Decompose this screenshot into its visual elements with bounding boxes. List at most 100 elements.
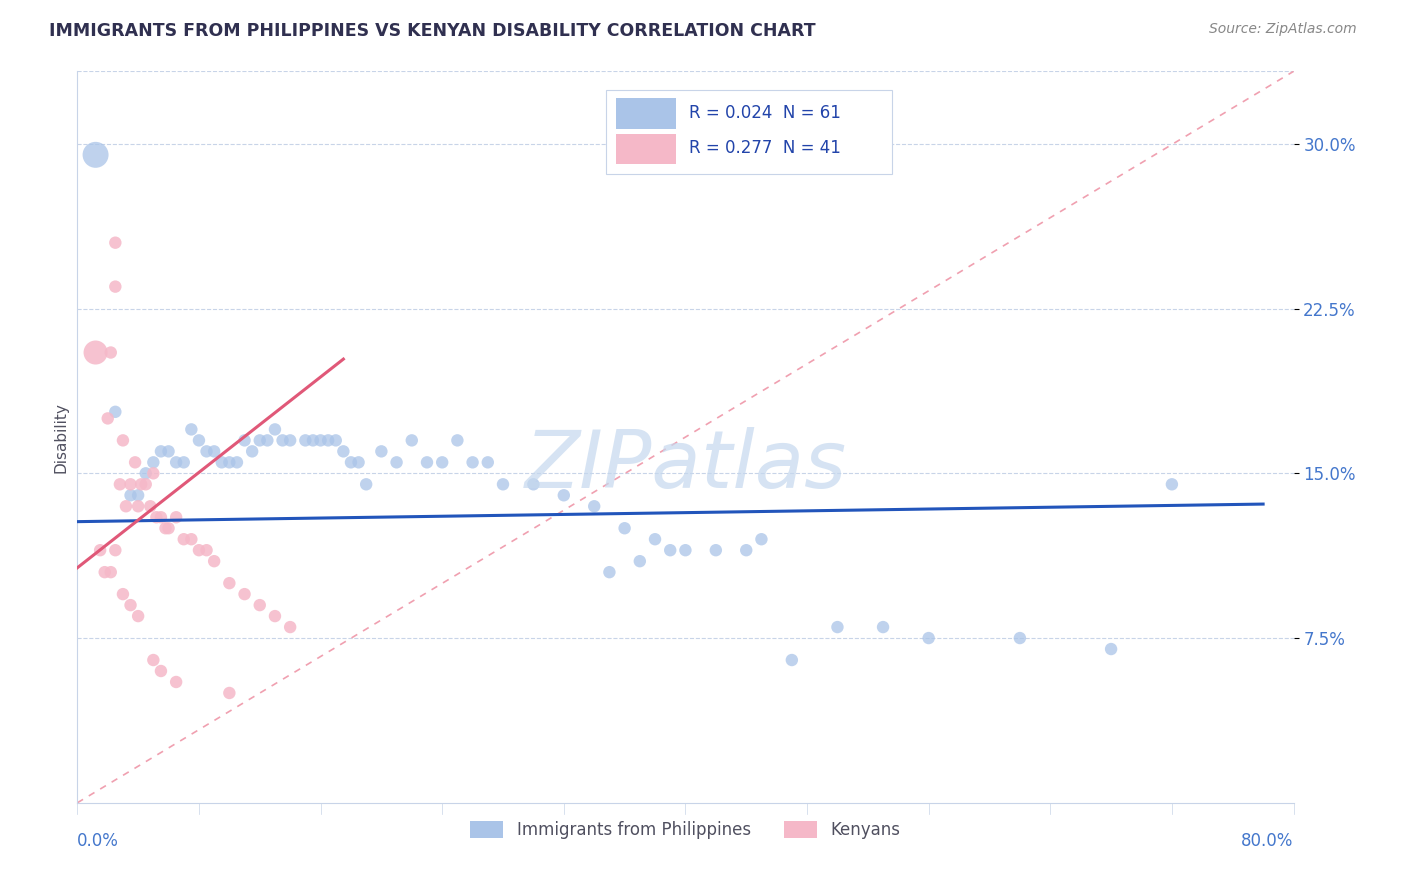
Point (135, 477, 157, 491)
Point (120, 477, 142, 491)
Point (104, 543, 127, 558)
FancyBboxPatch shape (616, 98, 676, 129)
Point (416, 455, 439, 469)
Point (430, 455, 453, 469)
Point (127, 609, 149, 624)
Point (139, 500, 162, 514)
Point (165, 510, 187, 524)
Point (100, 345, 122, 359)
Point (218, 686, 240, 700)
Point (278, 620, 301, 634)
FancyBboxPatch shape (616, 134, 676, 164)
Point (918, 631, 941, 645)
Point (218, 455, 240, 469)
Point (145, 510, 167, 524)
Point (127, 488, 149, 502)
Point (165, 455, 187, 469)
Point (100, 565, 122, 579)
Point (613, 521, 636, 535)
Point (233, 587, 256, 601)
Point (704, 543, 727, 558)
Point (278, 434, 301, 448)
Point (385, 455, 408, 469)
Point (256, 434, 278, 448)
Point (477, 455, 499, 469)
Point (302, 434, 325, 448)
FancyBboxPatch shape (606, 90, 893, 174)
Point (129, 477, 152, 491)
Point (659, 543, 682, 558)
Point (675, 543, 697, 558)
Text: R = 0.277  N = 41: R = 0.277 N = 41 (689, 139, 841, 157)
Point (827, 620, 849, 634)
Point (461, 455, 484, 469)
Point (340, 455, 363, 469)
Point (97, 411, 120, 425)
Point (583, 500, 606, 514)
Point (165, 675, 187, 690)
Point (240, 444, 263, 458)
Point (644, 533, 666, 547)
Point (111, 434, 134, 448)
Text: 80.0%: 80.0% (1241, 832, 1294, 850)
Point (1161, 477, 1184, 491)
Point (127, 500, 149, 514)
Point (157, 521, 180, 535)
Point (124, 455, 146, 469)
Point (202, 444, 225, 458)
Point (735, 543, 758, 558)
Point (316, 434, 339, 448)
Point (492, 477, 515, 491)
Point (598, 565, 620, 579)
Point (872, 620, 894, 634)
Point (84, 345, 107, 359)
Point (104, 405, 127, 419)
Point (173, 455, 195, 469)
Point (188, 543, 211, 558)
Point (142, 467, 165, 481)
Point (195, 444, 218, 458)
Point (155, 521, 177, 535)
Point (149, 510, 172, 524)
Point (115, 500, 138, 514)
Point (104, 279, 127, 293)
Point (211, 455, 233, 469)
Point (226, 455, 249, 469)
Point (195, 543, 218, 558)
Text: R = 0.024  N = 61: R = 0.024 N = 61 (689, 104, 841, 122)
Point (120, 598, 142, 612)
Point (157, 444, 180, 458)
Point (218, 576, 240, 591)
Point (271, 434, 294, 448)
Point (446, 434, 468, 448)
Point (325, 434, 347, 448)
Point (1099, 642, 1122, 657)
Point (354, 477, 377, 491)
Point (142, 653, 165, 667)
Text: Source: ZipAtlas.com: Source: ZipAtlas.com (1209, 22, 1357, 37)
Point (120, 488, 142, 502)
Point (84, 148, 107, 162)
Point (332, 444, 354, 458)
Point (149, 444, 172, 458)
Point (1008, 631, 1031, 645)
Point (180, 422, 202, 436)
Point (370, 444, 392, 458)
Point (135, 467, 157, 481)
Point (347, 455, 370, 469)
Point (93, 565, 115, 579)
Point (522, 477, 544, 491)
Point (188, 434, 211, 448)
Point (89, 543, 111, 558)
Y-axis label: Disability: Disability (53, 401, 69, 473)
Point (780, 653, 803, 667)
Legend: Immigrants from Philippines, Kenyans: Immigrants from Philippines, Kenyans (464, 814, 907, 846)
Point (751, 533, 773, 547)
Point (173, 533, 195, 547)
Point (142, 455, 165, 469)
Point (309, 434, 332, 448)
Point (180, 533, 202, 547)
Point (104, 235, 127, 250)
Text: ZIPatlas: ZIPatlas (524, 427, 846, 506)
Point (401, 434, 423, 448)
